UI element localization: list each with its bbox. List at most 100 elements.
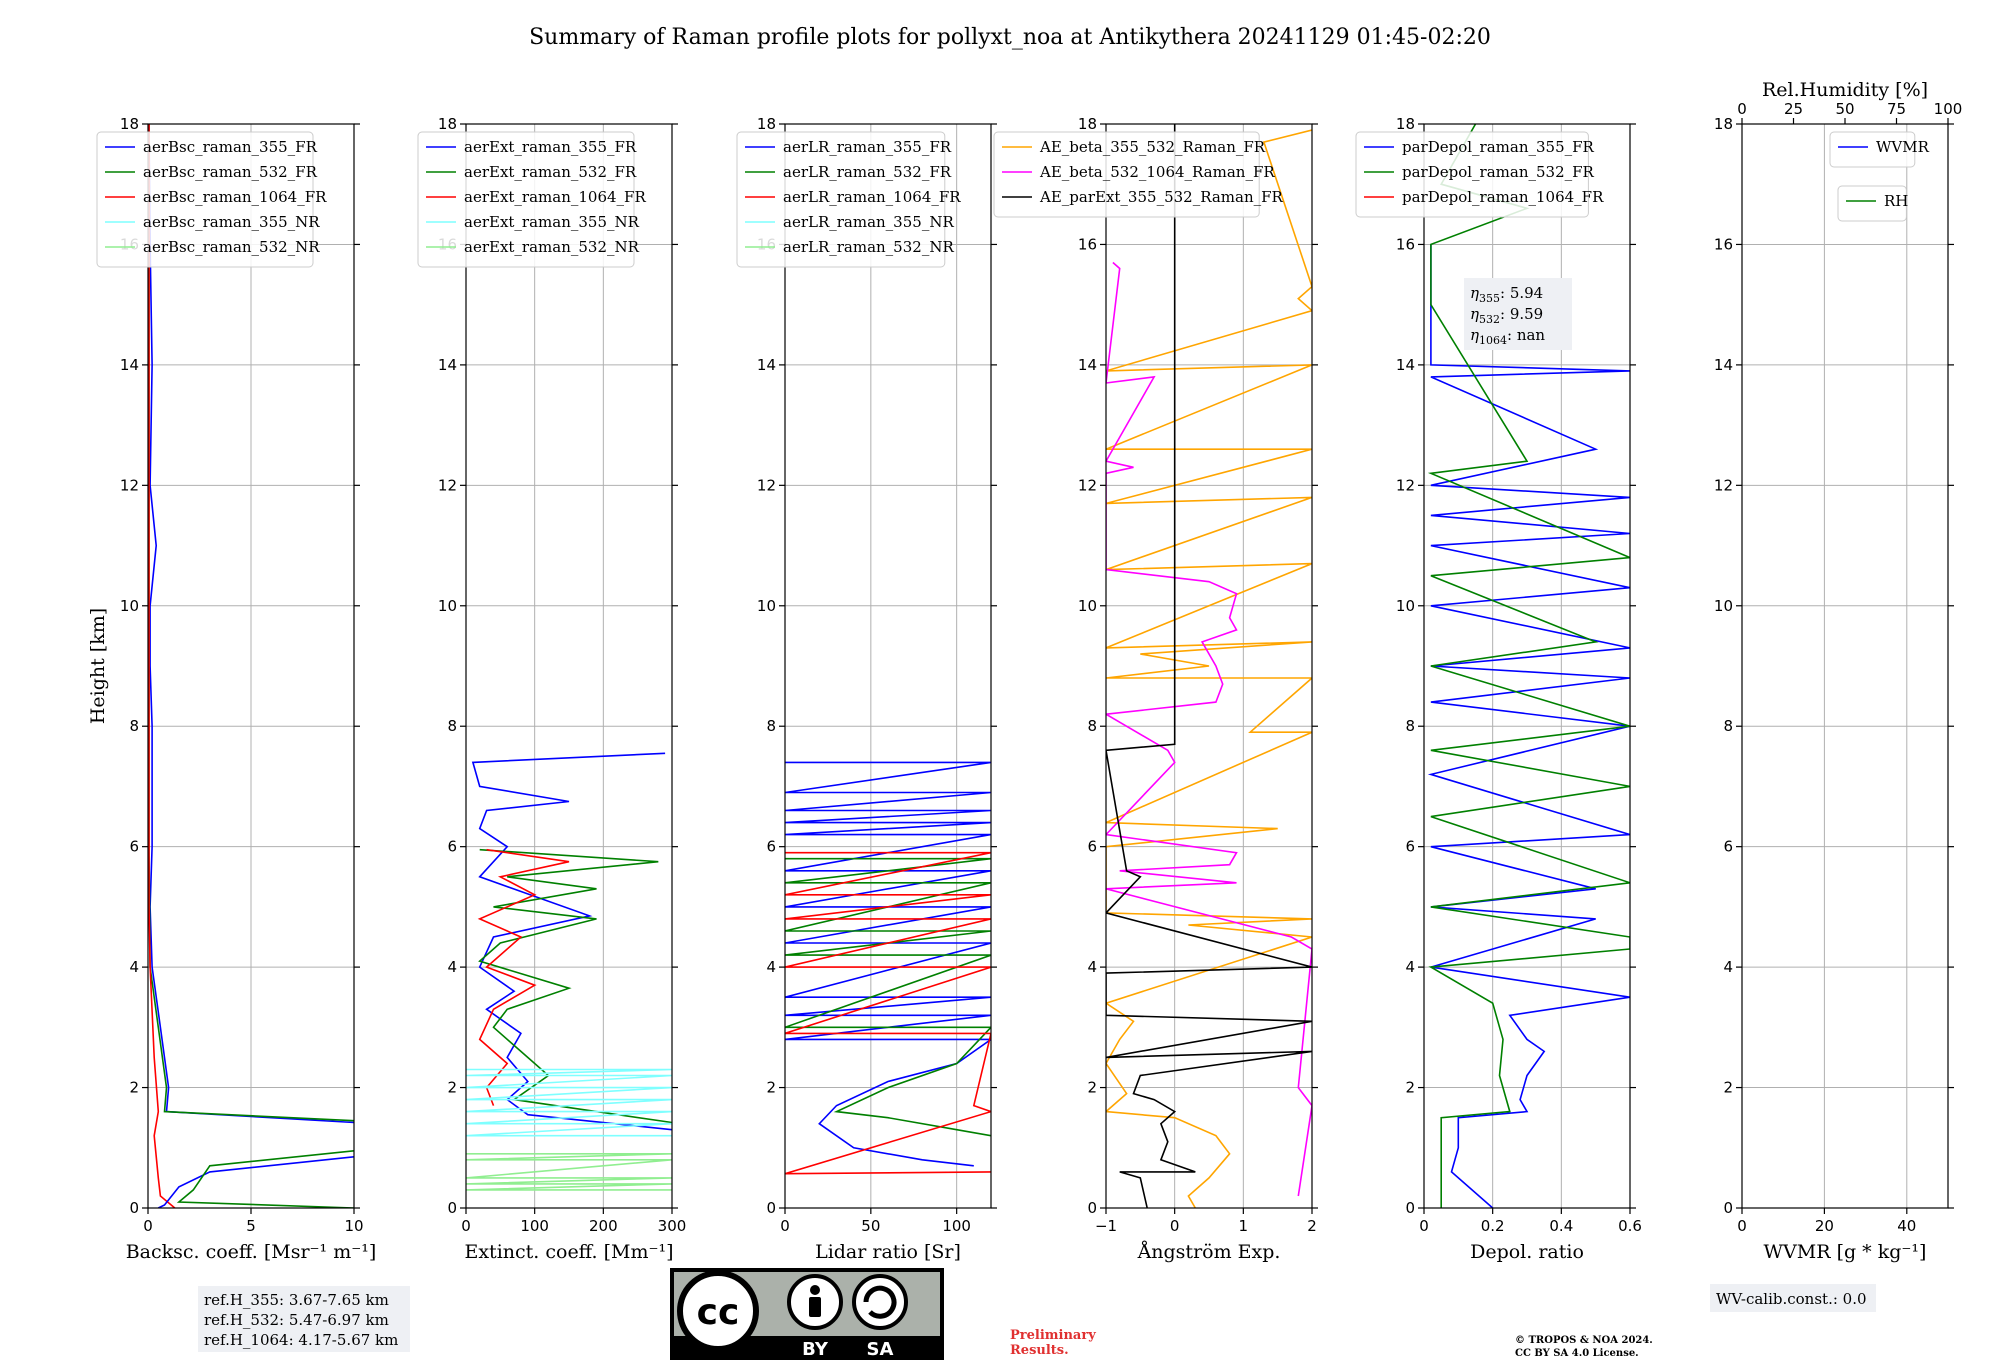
axes-frame (784, 123, 992, 1209)
legend-label: aerBsc_raman_532_NR (143, 238, 320, 256)
top-axis-label: Rel.Humidity [%] (1762, 79, 1928, 101)
y-tick-label: 12 (1714, 476, 1733, 494)
y-tick-label: 12 (757, 476, 776, 494)
x-tick-label: 1 (1239, 1217, 1249, 1235)
series-line-parDepol_raman_355_FR (1427, 244, 1630, 1208)
y-tick-label: 8 (766, 717, 776, 735)
x-tick-label: 300 (658, 1217, 687, 1235)
legend-label: aerLR_raman_532_FR (783, 163, 952, 181)
x-axis-label: Backsc. coeff. [Msr⁻¹ m⁻¹] (126, 1241, 377, 1263)
y-tick-label: 0 (1087, 1199, 1097, 1217)
y-tick-label: 4 (1405, 958, 1415, 976)
y-tick-label: 18 (120, 115, 139, 133)
axes-frame (1105, 123, 1313, 1209)
series-group (1106, 124, 1312, 1208)
ref-height-box: ref.H_355: 3.67-7.65 km ref.H_532: 5.47-… (198, 1286, 410, 1352)
y-tick-label: 18 (1078, 115, 1097, 133)
legend-label: aerExt_raman_355_NR (464, 213, 640, 231)
y-tick-label: 0 (1405, 1199, 1415, 1217)
y-tick-label: 12 (1396, 476, 1415, 494)
x-tick-label: 40 (1897, 1217, 1916, 1235)
panel-lr: 024681012141618050100Lidar ratio [Sr]aer… (736, 115, 997, 1263)
panel-ext: 0246810121416180100200300Extinct. coeff.… (417, 115, 687, 1263)
y-tick-label: 0 (1723, 1199, 1733, 1217)
legend-frame (417, 131, 635, 268)
legend-label: parDepol_raman_1064_FR (1402, 188, 1604, 206)
series-line-AE_parExt_355_532_Raman_FR (1106, 124, 1312, 1208)
series-line-aerExt_raman_532_NR (466, 1153, 672, 1191)
x-axis-label: Depol. ratio (1470, 1241, 1584, 1263)
legend-label: AE_parExt_355_532_Raman_FR (1039, 188, 1284, 206)
ref-height-532: ref.H_532: 5.47-6.97 km (204, 1311, 389, 1329)
legend-frame (736, 131, 946, 268)
y-tick-label: 14 (1396, 356, 1415, 374)
eta-355: η355: 5.94 (1470, 284, 1543, 305)
legend-label: aerLR_raman_355_NR (783, 213, 954, 231)
x-tick-label: 0 (1170, 1217, 1180, 1235)
y-tick-label: 0 (129, 1199, 139, 1217)
y-tick-label: 12 (438, 476, 457, 494)
series-line-aerLR_raman_1064_FR (785, 851, 991, 1175)
x-tick-label: 2 (1307, 1217, 1317, 1235)
series-line-aerLR_raman_532_FR (785, 857, 991, 1137)
y-axis-label: Height [km] (87, 608, 109, 724)
series-line-aerExt_raman_355_FR (471, 752, 672, 1131)
y-tick-label: 14 (120, 356, 139, 374)
panel-bsc: 0246810121416180510Backsc. coeff. [Msr⁻¹… (87, 115, 376, 1263)
wv-calib-bg (1710, 1284, 1876, 1312)
y-tick-label: 2 (447, 1079, 457, 1097)
top-tick-label: 25 (1784, 100, 1803, 118)
legend-frame (96, 131, 314, 268)
eta-532: η532: 9.59 (1470, 305, 1543, 326)
by-person-body (809, 1297, 821, 1317)
legend-label: aerBsc_raman_1064_FR (143, 188, 327, 206)
legend-frame (1837, 185, 1907, 222)
series-line-parDepol_raman_532_FR (1427, 124, 1630, 1208)
y-tick-label: 6 (1405, 838, 1415, 856)
preliminary-line1: Preliminary (1010, 1328, 1096, 1343)
legend-label: AE_beta_355_532_Raman_FR (1039, 138, 1266, 156)
copyright-line2: CC BY SA 4.0 License. (1515, 1348, 1639, 1359)
legend-label: aerExt_raman_355_FR (464, 138, 637, 156)
legend-label: RH (1884, 192, 1908, 210)
series-group (785, 761, 991, 1175)
ref-height-355: ref.H_355: 3.67-7.65 km (204, 1291, 389, 1309)
y-tick-label: 2 (1405, 1079, 1415, 1097)
series-line-aerExt_raman_1064_FR (477, 848, 570, 1106)
x-tick-label: 50 (861, 1217, 880, 1235)
y-tick-label: 14 (757, 356, 776, 374)
legend-label: parDepol_raman_532_FR (1402, 163, 1595, 181)
y-tick-label: 14 (1078, 356, 1097, 374)
series-line-aerExt_raman_355_NR (466, 1068, 672, 1137)
legend-label: aerLR_raman_532_NR (783, 238, 954, 256)
legend-lr: aerLR_raman_355_FR aerLR_raman_532_FR aerL… (736, 131, 961, 268)
legend-label: aerBsc_raman_532_FR (143, 163, 318, 181)
x-axis-label: Ångström Exp. (1137, 1241, 1281, 1263)
x-tick-label: 0 (461, 1217, 471, 1235)
wv-calib-box: WV-calib.const.: 0.0 (1710, 1284, 1876, 1312)
y-tick-label: 4 (1087, 958, 1097, 976)
axes-frame (465, 123, 673, 1209)
y-tick-label: 2 (766, 1079, 776, 1097)
series-line-aerBsc_raman_532_FR_low (176, 1150, 354, 1208)
y-tick-label: 4 (129, 958, 139, 976)
y-tick-label: 0 (766, 1199, 776, 1217)
x-tick-label: 0.2 (1481, 1217, 1505, 1235)
legend-label: aerExt_raman_1064_FR (464, 188, 646, 206)
eta-annotation-bg (1464, 278, 1572, 350)
cc-sa-label: SA (867, 1339, 894, 1360)
cc-logo-text: cc (697, 1292, 740, 1333)
legend-label: WVMR (1876, 138, 1930, 156)
x-tick-label: 10 (344, 1217, 363, 1235)
top-tick-label: 100 (1934, 100, 1963, 118)
legend-label: aerExt_raman_532_FR (464, 163, 637, 181)
series-line-AE_beta_532_1064_Raman_FR (1106, 261, 1312, 1197)
y-tick-label: 8 (447, 717, 457, 735)
axes-frame (1741, 123, 1949, 1209)
x-tick-label: 100 (520, 1217, 549, 1235)
series-line-aerBsc_raman_1064_FR (148, 124, 176, 1208)
x-tick-label: 0.6 (1618, 1217, 1642, 1235)
